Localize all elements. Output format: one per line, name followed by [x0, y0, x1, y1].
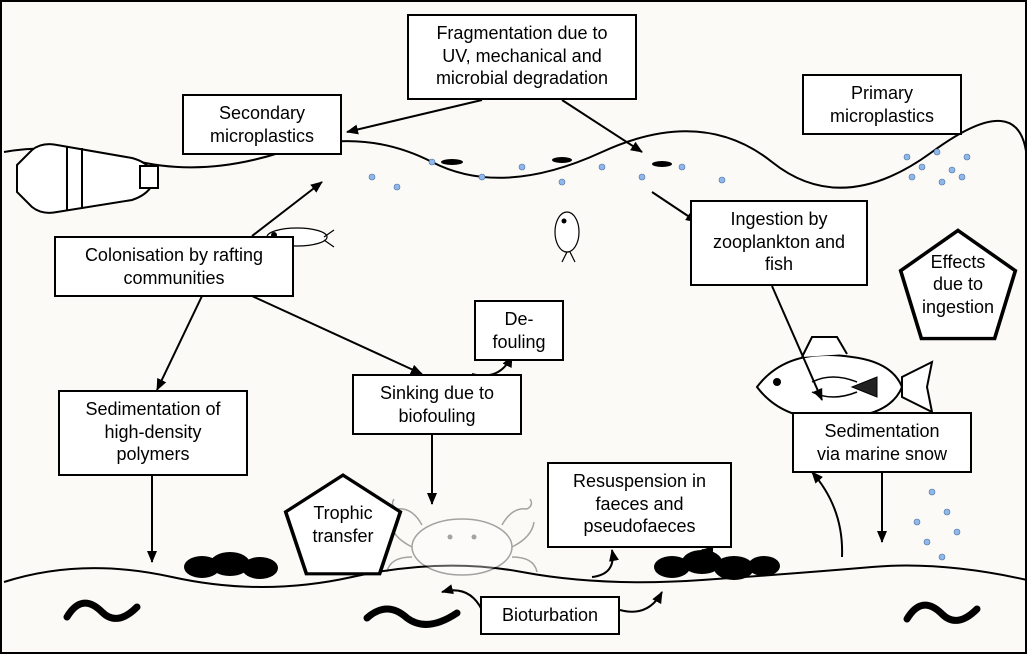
arrow-bioturbation-r [620, 592, 662, 612]
arrow-colonisation-to-sinking [252, 296, 422, 374]
larva-illustration-2 [555, 212, 579, 262]
arrow-ingestion-to-fish [772, 286, 822, 400]
box-sedimentation-snow: Sedimentationvia marine snow [792, 412, 972, 473]
seabed-line [4, 566, 1027, 587]
arrow-fragmentation-to-secondary [347, 100, 482, 132]
surface-blobs [441, 157, 672, 167]
crab-illustration [387, 499, 537, 575]
box-label: Sinking due tobiofouling [380, 383, 494, 426]
mussels-illustration-2 [654, 550, 780, 580]
arrow-fragmentation-to-surface [562, 100, 642, 152]
arrow-seabed-to-resuspension-l [592, 550, 613, 577]
pentagon-label: Trophictransfer [304, 502, 381, 547]
box-primary-microplastics: Primarymicroplastics [802, 74, 962, 135]
worm-illustration-3 [907, 605, 977, 620]
box-label: Primarymicroplastics [830, 83, 934, 126]
bottle-illustration [17, 144, 158, 213]
arrow-colonisation-to-sedpoly [157, 296, 202, 390]
box-label: Bioturbation [502, 605, 598, 625]
box-label: Fragmentation due toUV, mechanical andmi… [436, 23, 608, 88]
box-ingestion: Ingestion byzooplankton andfish [690, 200, 868, 286]
pentagon-effects-ingestion: Effectsdue toingestion [897, 227, 1019, 342]
worm-illustration-2 [367, 609, 457, 624]
box-label: Resuspension infaeces andpseudofaeces [573, 471, 706, 536]
pentagon-label: Effectsdue toingestion [914, 251, 1002, 319]
pentagon-trophic-transfer: Trophictransfer [282, 472, 404, 577]
box-sedimentation-polymers: Sedimentation ofhigh-densitypolymers [58, 390, 248, 476]
diagram-canvas: Fragmentation due toUV, mechanical andmi… [0, 0, 1027, 654]
arrow-seabed-to-resuspension-r [702, 550, 723, 577]
arrow-bioturbation-l [442, 590, 482, 610]
box-sinking: Sinking due tobiofouling [352, 374, 522, 435]
box-defouling: De-fouling [474, 300, 564, 361]
box-colonisation: Colonisation by raftingcommunities [54, 236, 294, 297]
box-resuspension: Resuspension infaeces andpseudofaeces [547, 462, 732, 548]
box-label: Sedimentationvia marine snow [817, 421, 947, 464]
box-fragmentation: Fragmentation due toUV, mechanical andmi… [407, 14, 637, 100]
box-bioturbation: Bioturbation [480, 596, 620, 635]
arrow-seabed-to-sedsnow [812, 472, 842, 557]
box-label: De-fouling [492, 309, 545, 352]
box-secondary-microplastics: Secondarymicroplastics [182, 94, 342, 155]
arrow-colonisation-to-surface [252, 182, 322, 236]
mussels-illustration-1 [184, 552, 278, 579]
worm-illustration-1 [67, 603, 137, 618]
box-label: Colonisation by raftingcommunities [85, 245, 263, 288]
box-label: Ingestion byzooplankton andfish [713, 209, 845, 274]
box-label: Sedimentation ofhigh-densitypolymers [85, 399, 220, 464]
box-label: Secondarymicroplastics [210, 103, 314, 146]
